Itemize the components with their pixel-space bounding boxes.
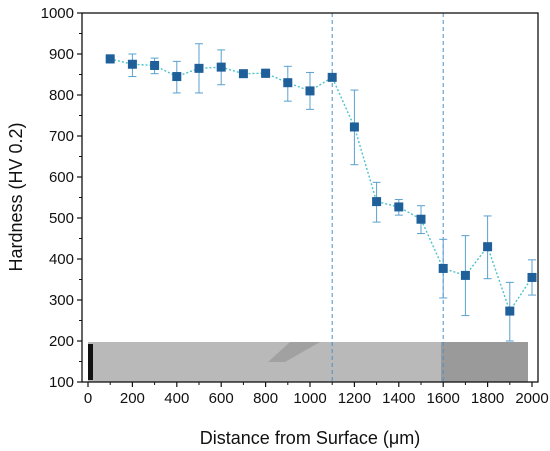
x-tick-label-2: 400 <box>164 390 189 407</box>
x-tick-label-3: 600 <box>209 390 234 407</box>
data-markers <box>105 54 537 316</box>
y-tick-label-5: 600 <box>49 169 74 186</box>
data-point-0 <box>105 54 115 64</box>
y-tick-label-4: 500 <box>49 210 74 227</box>
data-point-19 <box>527 272 537 282</box>
x-tick-label-9: 1800 <box>471 390 504 407</box>
y-axis-title: Hardness (HV 0.2) <box>6 122 26 271</box>
y-tick-label-8: 900 <box>49 46 74 63</box>
x-tick-label-5: 1000 <box>293 390 326 407</box>
micrograph-shadow <box>268 342 320 362</box>
data-point-16 <box>460 270 470 280</box>
data-point-5 <box>216 62 226 72</box>
data-point-7 <box>261 68 271 78</box>
x-tick-label-6: 1200 <box>338 390 371 407</box>
y-tick-label-6: 700 <box>49 128 74 145</box>
data-point-1 <box>127 59 137 69</box>
x-axis-title: Distance from Surface (μm) <box>200 428 420 448</box>
x-tick-label-0: 0 <box>84 390 92 407</box>
y-axis: 100 200 300 400 500 600 700 800 900 1000 <box>41 5 82 391</box>
data-point-18 <box>505 306 515 316</box>
y-tick-label-2: 300 <box>49 292 74 309</box>
data-point-17 <box>483 242 493 252</box>
x-tick-label-1: 200 <box>120 390 145 407</box>
x-tick-label-7: 1400 <box>382 390 415 407</box>
data-point-12 <box>372 197 382 207</box>
x-tick-label-10: 2000 <box>515 390 548 407</box>
x-tick-label-8: 1600 <box>427 390 460 407</box>
micrograph-surface-edge <box>88 344 93 380</box>
error-bars <box>106 43 536 342</box>
data-point-2 <box>150 60 160 70</box>
x-axis: 0 200 400 600 800 1000 1200 1400 1600 1800 2000 <box>84 382 549 407</box>
data-point-10 <box>327 72 337 82</box>
data-point-3 <box>172 72 182 82</box>
x-tick-label-4: 800 <box>253 390 278 407</box>
y-tick-label-7: 800 <box>49 87 74 104</box>
micrograph-dark-region <box>441 342 528 382</box>
data-point-4 <box>194 63 204 73</box>
y-tick-label-3: 400 <box>49 251 74 268</box>
y-tick-label-1: 200 <box>49 333 74 350</box>
data-point-11 <box>349 122 359 132</box>
data-point-6 <box>238 69 248 79</box>
data-point-8 <box>283 78 293 88</box>
data-point-13 <box>394 202 404 212</box>
data-point-9 <box>305 86 315 96</box>
y-tick-label-0: 100 <box>49 374 74 391</box>
data-point-15 <box>438 263 448 273</box>
y-tick-label-9: 1000 <box>41 5 74 22</box>
data-point-14 <box>416 214 426 224</box>
zone-boundaries <box>331 13 444 382</box>
